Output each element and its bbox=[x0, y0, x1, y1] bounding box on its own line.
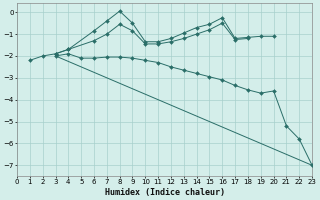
X-axis label: Humidex (Indice chaleur): Humidex (Indice chaleur) bbox=[105, 188, 225, 197]
